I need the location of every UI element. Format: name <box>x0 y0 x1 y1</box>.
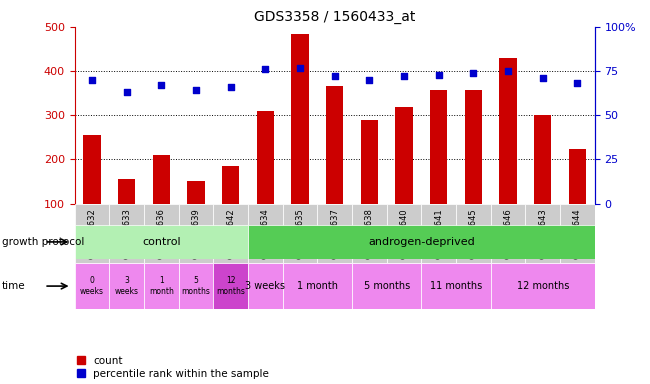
Text: GSM215637: GSM215637 <box>330 208 339 259</box>
Bar <box>109 263 144 309</box>
Point <box>330 73 340 79</box>
Text: GSM215636: GSM215636 <box>157 208 166 259</box>
Bar <box>421 263 491 309</box>
Point <box>572 80 582 86</box>
Legend: count, percentile rank within the sample: count, percentile rank within the sample <box>77 356 269 379</box>
Text: 3
weeks: 3 weeks <box>115 276 138 296</box>
Text: 0
weeks: 0 weeks <box>80 276 104 296</box>
Bar <box>187 182 205 204</box>
Bar <box>144 263 179 309</box>
Text: 1
month: 1 month <box>149 276 174 296</box>
Point <box>156 82 166 88</box>
Text: GSM215635: GSM215635 <box>296 208 305 259</box>
Bar <box>222 166 239 204</box>
Title: GDS3358 / 1560433_at: GDS3358 / 1560433_at <box>254 10 415 25</box>
Bar <box>109 204 144 263</box>
Bar <box>361 121 378 204</box>
Point <box>399 73 410 79</box>
Bar <box>421 204 456 263</box>
Point <box>468 70 478 76</box>
Point <box>226 84 236 90</box>
Bar <box>291 35 309 204</box>
Point <box>434 71 444 78</box>
Bar <box>534 115 551 204</box>
Bar <box>213 263 248 309</box>
Bar <box>352 263 421 309</box>
Text: 11 months: 11 months <box>430 281 482 291</box>
Text: 5 months: 5 months <box>363 281 410 291</box>
Text: time: time <box>2 281 25 291</box>
Bar <box>83 135 101 204</box>
Bar <box>75 263 109 309</box>
Bar <box>144 204 179 263</box>
Bar <box>257 111 274 204</box>
Bar <box>387 204 421 263</box>
Bar <box>248 204 283 263</box>
Bar <box>456 204 491 263</box>
Text: GSM215640: GSM215640 <box>400 208 409 258</box>
Bar <box>395 107 413 204</box>
Bar <box>248 225 595 259</box>
Bar <box>569 149 586 204</box>
Text: GSM215633: GSM215633 <box>122 208 131 259</box>
Text: 12 months: 12 months <box>517 281 569 291</box>
Text: control: control <box>142 237 181 247</box>
Bar <box>283 204 317 263</box>
Bar <box>179 204 213 263</box>
Text: GSM215638: GSM215638 <box>365 208 374 259</box>
Point <box>122 89 132 95</box>
Bar <box>317 204 352 263</box>
Bar <box>326 86 343 204</box>
Point <box>538 75 548 81</box>
Text: GSM215641: GSM215641 <box>434 208 443 258</box>
Bar <box>352 204 387 263</box>
Text: GSM215643: GSM215643 <box>538 208 547 259</box>
Bar <box>465 89 482 204</box>
Text: GSM215645: GSM215645 <box>469 208 478 258</box>
Bar <box>75 204 109 263</box>
Bar <box>213 204 248 263</box>
Text: GSM215634: GSM215634 <box>261 208 270 259</box>
Bar <box>491 263 595 309</box>
Bar <box>430 89 447 204</box>
Point <box>503 68 514 74</box>
Point <box>295 65 306 71</box>
Bar <box>491 204 525 263</box>
Bar <box>499 58 517 204</box>
Text: GSM215644: GSM215644 <box>573 208 582 258</box>
Text: 12
months: 12 months <box>216 276 245 296</box>
Bar <box>283 263 352 309</box>
Text: GSM215632: GSM215632 <box>88 208 97 259</box>
Text: GSM215646: GSM215646 <box>504 208 513 259</box>
Bar <box>153 155 170 204</box>
Bar <box>525 204 560 263</box>
Bar <box>248 263 283 309</box>
Text: 5
months: 5 months <box>181 276 211 296</box>
Point <box>191 88 202 94</box>
Text: GSM215642: GSM215642 <box>226 208 235 258</box>
Bar <box>118 179 135 204</box>
Text: growth protocol: growth protocol <box>2 237 84 247</box>
Text: 1 month: 1 month <box>297 281 338 291</box>
Point <box>87 77 98 83</box>
Point <box>364 77 374 83</box>
Bar <box>560 204 595 263</box>
Text: GSM215639: GSM215639 <box>192 208 201 259</box>
Text: 3 weeks: 3 weeks <box>246 281 285 291</box>
Point <box>260 66 270 72</box>
Bar <box>179 263 213 309</box>
Bar <box>75 225 248 259</box>
Text: androgen-deprived: androgen-deprived <box>368 237 474 247</box>
